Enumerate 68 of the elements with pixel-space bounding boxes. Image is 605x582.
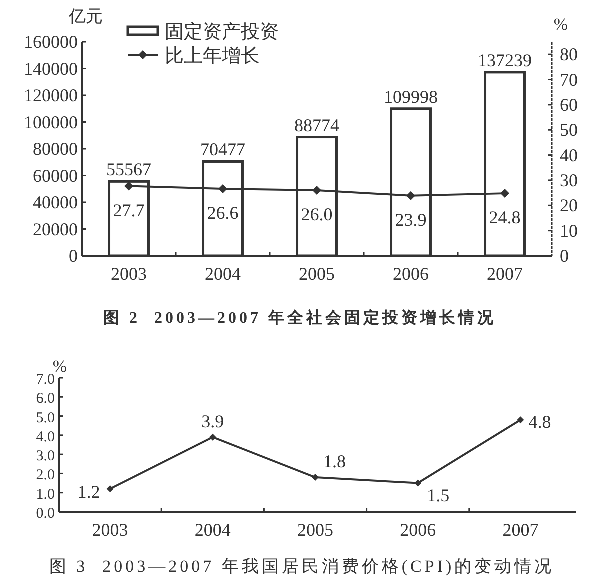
legend-label: 固定资产投资 xyxy=(165,21,279,43)
y-tick-label: 4.0 xyxy=(36,429,55,446)
data-label: 70477 xyxy=(200,140,246,160)
y-tick-label: 0 xyxy=(69,246,78,266)
y-tick-label: 120000 xyxy=(24,86,78,106)
x-tick-label: 2004 xyxy=(205,264,241,284)
y2-tick-label: 40 xyxy=(560,145,578,166)
y2-axis-title: % xyxy=(554,15,568,34)
y-tick-label: 160000 xyxy=(24,32,78,52)
point xyxy=(406,191,416,200)
x-tick-label: 2003 xyxy=(92,520,128,540)
text: 图 3 2003—2007 年我国居民消费价格(CPI)的变动情况 xyxy=(49,557,555,576)
data-label: 23.9 xyxy=(395,210,427,230)
point xyxy=(218,184,228,194)
y-tick-label: 7.0 xyxy=(36,372,55,388)
y2-tick-label: 0 xyxy=(560,246,569,266)
y2-tick-label: 70 xyxy=(560,70,578,90)
data-label: 27.7 xyxy=(113,200,145,220)
y-tick-label: 80000 xyxy=(33,139,78,159)
data-label: 137239 xyxy=(478,50,532,70)
data-label: 88774 xyxy=(294,115,340,136)
y-axis-title: 亿元 xyxy=(68,7,103,26)
data-label: 4.8 xyxy=(528,412,552,432)
text: 图 2 2003—2007 年全社会固定投资增长情况 xyxy=(104,309,496,327)
legend-label: 比上年增长 xyxy=(165,46,260,67)
data-label: 3.9 xyxy=(202,411,224,432)
y-tick-label: 20000 xyxy=(33,219,78,240)
data-label: 1.8 xyxy=(324,452,346,472)
y-tick-label: 60000 xyxy=(33,166,78,186)
point xyxy=(414,480,422,487)
point xyxy=(106,486,114,493)
x-tick-label: 2007 xyxy=(487,264,523,284)
y-tick-label: 140000 xyxy=(24,58,78,79)
y2-tick-label: 80 xyxy=(560,44,578,65)
y2-tick-label: 50 xyxy=(560,120,578,140)
point xyxy=(209,434,216,441)
point xyxy=(500,189,510,198)
y-tick-label: 6.0 xyxy=(36,391,55,408)
y2-tick-label: 10 xyxy=(560,220,578,241)
point xyxy=(312,186,322,196)
y-tick-label: 2.0 xyxy=(36,468,55,484)
data-label: 1.2 xyxy=(78,482,100,502)
y-tick-label: 0.0 xyxy=(36,506,55,522)
data-label: 1.5 xyxy=(427,485,450,506)
y-tick-label: 40000 xyxy=(33,192,78,212)
point xyxy=(517,416,524,424)
x-tick-label: 2005 xyxy=(298,520,334,540)
y-tick-label: 1.0 xyxy=(36,486,55,503)
point xyxy=(124,182,134,191)
data-label: 26.0 xyxy=(301,204,333,225)
y2-tick-label: 20 xyxy=(560,196,578,216)
point xyxy=(312,474,319,482)
y-tick-label: 100000 xyxy=(24,112,78,132)
data-label: 109998 xyxy=(384,86,438,107)
y2-tick-label: 60 xyxy=(560,94,578,115)
y-axis-title: % xyxy=(52,357,68,376)
data-label: 24.8 xyxy=(489,208,521,228)
y2-tick-label: 30 xyxy=(560,170,578,190)
x-tick-label: 2007 xyxy=(502,520,539,540)
x-tick-label: 2006 xyxy=(393,264,429,284)
data-label: 26.6 xyxy=(207,203,239,224)
y-tick-label: 5.0 xyxy=(36,410,55,426)
x-tick-label: 2004 xyxy=(194,520,231,540)
y-tick-label: 3.0 xyxy=(36,448,55,465)
data-label: 55567 xyxy=(106,160,152,180)
x-tick-label: 2005 xyxy=(299,264,335,284)
x-tick-label: 2006 xyxy=(400,520,436,540)
x-tick-label: 2003 xyxy=(111,264,147,284)
